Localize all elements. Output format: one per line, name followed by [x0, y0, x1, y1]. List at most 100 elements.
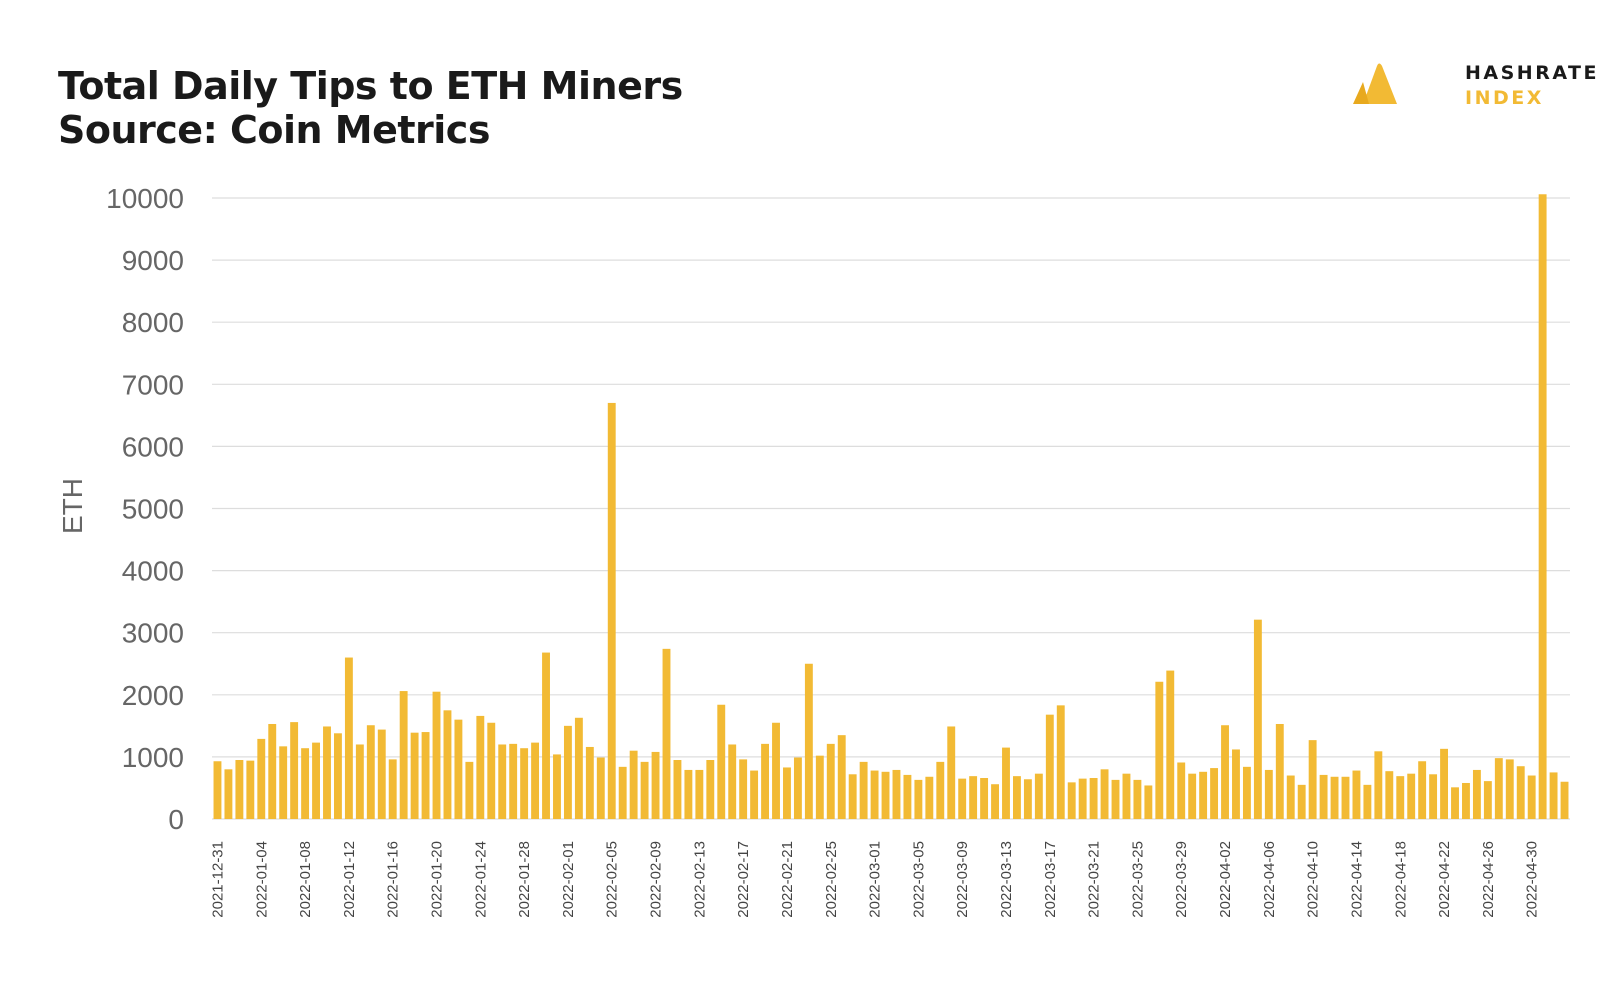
- bar: [1045, 714, 1054, 819]
- bar: [1111, 779, 1120, 819]
- x-tick-label: 2022-03-17: [1042, 841, 1059, 918]
- bar: [673, 760, 682, 819]
- x-axis-ticks: 2021-12-31 2022-01-04 2022-01-08 2022-01-12…: [210, 841, 1541, 918]
- bar: [1155, 681, 1164, 819]
- bar: [1297, 784, 1306, 819]
- bar: [1429, 774, 1438, 819]
- y-tick-label: 10000: [106, 183, 184, 214]
- bar: [553, 754, 561, 819]
- bar: [947, 726, 956, 819]
- bar: [563, 725, 572, 819]
- bar: [1133, 779, 1142, 819]
- bar: [574, 717, 583, 819]
- bar: [301, 748, 310, 819]
- bar: [1199, 771, 1208, 819]
- x-tick-label: 2022-03-05: [910, 841, 927, 918]
- bar: [224, 769, 233, 819]
- bar: [531, 742, 540, 819]
- bar: [750, 770, 759, 819]
- x-tick-label: 2022-02-09: [648, 841, 665, 918]
- x-tick-label: 2022-04-18: [1392, 841, 1409, 918]
- bar: [1013, 776, 1021, 819]
- bar: [257, 738, 266, 819]
- x-tick-label: 2022-03-13: [998, 841, 1015, 918]
- bar: [1462, 782, 1470, 819]
- bar: [1538, 194, 1547, 819]
- bar: [739, 759, 748, 819]
- bar: [1352, 770, 1361, 819]
- bar: [1166, 670, 1175, 819]
- bar: [761, 743, 769, 819]
- bar: [421, 732, 430, 819]
- bar: [1407, 773, 1416, 819]
- bar: [881, 771, 890, 819]
- bar: [520, 748, 529, 819]
- bar: [443, 710, 452, 819]
- bar: [1451, 787, 1459, 819]
- bar: [1330, 776, 1339, 819]
- bar: [815, 755, 824, 819]
- x-tick-label: 2022-01-12: [341, 841, 358, 918]
- bar: [969, 776, 978, 819]
- y-tick-label: 7000: [122, 369, 184, 400]
- bar: [213, 761, 222, 819]
- y-axis-label: ETH: [57, 478, 88, 534]
- bar: [509, 743, 518, 819]
- bar: [1023, 779, 1032, 819]
- bar: [476, 715, 485, 819]
- bar: [1418, 761, 1427, 819]
- x-tick-label: 2022-01-20: [429, 841, 446, 918]
- bar: [1144, 785, 1153, 819]
- logo-word-index: INDEX: [1465, 87, 1544, 109]
- bar: [892, 769, 901, 819]
- x-tick-label: 2022-04-06: [1261, 841, 1278, 918]
- bar: [870, 770, 879, 819]
- bar: [859, 761, 868, 819]
- bar: [1232, 749, 1240, 819]
- hashrate-index-logo-icon: [1353, 63, 1397, 104]
- bar: [618, 766, 627, 819]
- bar: [1494, 758, 1503, 819]
- bar: [377, 729, 386, 819]
- bar: [1549, 772, 1558, 819]
- bar: [925, 776, 934, 819]
- bar: [1363, 784, 1372, 819]
- y-tick-label: 1000: [122, 742, 184, 773]
- x-tick-label: 2022-02-21: [779, 841, 796, 918]
- bar: [1483, 781, 1492, 819]
- x-tick-label: 2022-02-01: [560, 841, 577, 918]
- bar: [1560, 781, 1569, 819]
- bar: [1472, 769, 1481, 819]
- bar: [936, 761, 945, 819]
- bar: [596, 757, 605, 819]
- x-tick-label: 2022-04-26: [1480, 841, 1497, 918]
- bar: [914, 779, 923, 819]
- bar: [1396, 776, 1405, 819]
- bar: [980, 778, 989, 819]
- bar: [355, 744, 364, 819]
- bar: [388, 759, 397, 819]
- x-tick-label: 2022-02-25: [823, 841, 840, 918]
- bar: [268, 723, 277, 819]
- x-tick-label: 2022-01-04: [253, 841, 270, 918]
- bar: [958, 778, 967, 819]
- y-tick-label: 4000: [122, 556, 184, 587]
- bar: [640, 761, 649, 819]
- bar: [695, 769, 704, 819]
- bar: [1440, 748, 1448, 819]
- bar: [1034, 773, 1043, 819]
- gridlines: [212, 197, 1570, 820]
- bar: [1527, 775, 1536, 819]
- bar: [1319, 774, 1328, 819]
- bar: [662, 648, 671, 819]
- bar: [279, 746, 288, 819]
- bars: [213, 194, 1569, 819]
- bar: [1286, 775, 1295, 819]
- bar: [465, 761, 474, 819]
- y-tick-label: 6000: [122, 431, 184, 462]
- x-tick-label: 2022-01-28: [516, 841, 533, 918]
- x-tick-label: 2022-02-05: [604, 841, 621, 918]
- bar: [399, 691, 408, 819]
- bar: [1253, 619, 1262, 819]
